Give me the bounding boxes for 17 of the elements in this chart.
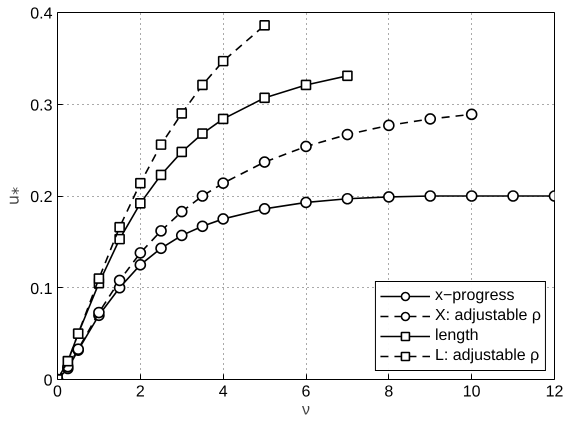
x-tick-label: 12 xyxy=(546,384,564,400)
x-tick-label: 2 xyxy=(136,384,145,400)
y-tick-label: 0 xyxy=(44,372,53,390)
y-tick-label: 0.2 xyxy=(30,189,53,206)
legend-label: L: adjustable ρ xyxy=(434,347,540,365)
x-tick-label: 10 xyxy=(462,384,481,400)
x-tick-label: 8 xyxy=(384,384,394,400)
legend-label: X: adjustable ρ xyxy=(434,307,541,325)
legend-label: length xyxy=(434,327,479,345)
legend-label: x−progress xyxy=(434,287,515,305)
x-tick-label: 6 xyxy=(302,384,311,400)
y-tick-label: 0.1 xyxy=(30,280,53,298)
y-tick-label: 0.4 xyxy=(30,6,53,22)
y-axis-title: u⁎ xyxy=(3,186,22,206)
y-tick-label: 0.3 xyxy=(30,97,53,114)
x-tick-label: 4 xyxy=(218,384,228,400)
x-axis-title: ν xyxy=(302,402,310,418)
